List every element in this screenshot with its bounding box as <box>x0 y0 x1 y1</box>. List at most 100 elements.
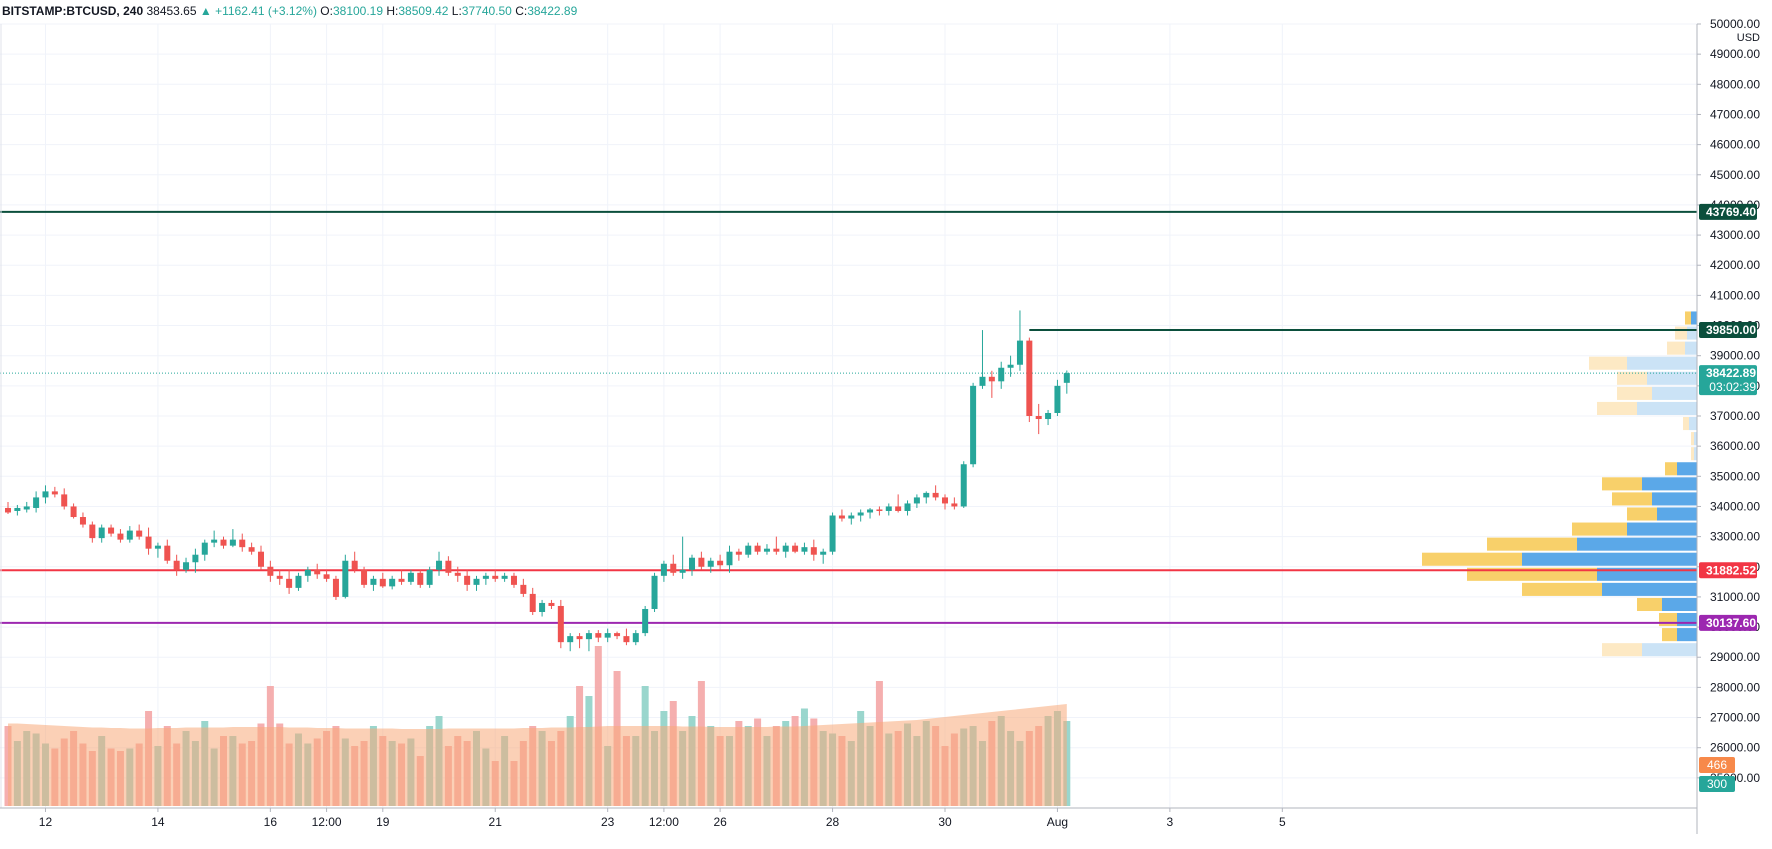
candle-body <box>70 506 77 518</box>
time-tick-label: 14 <box>151 815 165 829</box>
volume-profile-bar-down <box>1522 552 1697 566</box>
candle-body <box>89 524 96 539</box>
candle-body <box>632 633 639 643</box>
candle-body <box>614 633 621 637</box>
candle-body <box>932 492 939 498</box>
price-tick-label: 43000.00 <box>1710 228 1760 242</box>
volume-profile-bar-down <box>1627 522 1697 536</box>
candle-body <box>557 605 564 643</box>
candle-body <box>154 545 161 549</box>
candle-body <box>192 554 199 563</box>
time-tick-label: 19 <box>376 815 390 829</box>
high-label: H: <box>386 4 399 18</box>
candle-body <box>1035 416 1042 420</box>
candle-body <box>848 515 855 519</box>
candle-body <box>117 533 124 540</box>
price-tick-label: 27000.00 <box>1710 711 1760 725</box>
candle-body <box>698 557 705 567</box>
candle-body <box>267 566 274 576</box>
candle-body <box>679 569 686 573</box>
candle-body <box>211 539 218 543</box>
volume-profile-bar-down <box>1657 507 1697 521</box>
candle-body <box>867 509 874 513</box>
candle-body <box>895 506 902 511</box>
candle-body <box>988 376 995 382</box>
time-tick-label: 21 <box>489 815 503 829</box>
candle-body <box>426 569 433 585</box>
candle-body <box>61 494 68 507</box>
volume-profile-bar-up <box>1685 311 1691 325</box>
volume-profile <box>1422 311 1697 657</box>
time-tick-label: Aug <box>1047 815 1068 829</box>
candle-body <box>689 557 696 570</box>
candle-body <box>529 593 536 612</box>
price-tick-label: 39000.00 <box>1710 349 1760 363</box>
volume-profile-bar-down <box>1691 311 1697 325</box>
volume-profile-bar-up <box>1589 356 1627 370</box>
volume-profile-bar-up <box>1572 522 1627 536</box>
candle-body <box>717 560 724 566</box>
volume-profile-bar-up <box>1662 628 1677 642</box>
volume-label: 300 <box>1707 777 1727 791</box>
candle-body <box>98 527 105 539</box>
volume-profile-bar-down <box>1602 582 1697 596</box>
candle-body <box>913 497 920 504</box>
volume-bar <box>594 646 602 806</box>
hline-label-resistance-39850: 39850.00 <box>1706 323 1756 337</box>
symbol-title[interactable]: BITSTAMP:BTCUSD, 240 <box>2 4 144 18</box>
candle-body <box>585 633 592 640</box>
candle-body <box>164 545 171 561</box>
volume-profile-bar-down <box>1677 613 1697 627</box>
price-tick-label: 46000.00 <box>1710 138 1760 152</box>
volume-profile-bar-down <box>1627 356 1697 370</box>
time-tick-label: 5 <box>1279 815 1286 829</box>
hline-label-resistance-43769: 43769.40 <box>1706 205 1756 219</box>
candle-body <box>23 506 30 510</box>
candle-body <box>707 560 714 567</box>
open-label: O: <box>320 4 333 18</box>
candle-body <box>604 633 611 638</box>
candle-body <box>14 507 21 511</box>
candle-body <box>126 530 133 540</box>
candle-body <box>670 563 677 573</box>
candle-body <box>482 575 489 579</box>
candles <box>5 310 1070 652</box>
volume-profile-bar-up <box>1637 597 1662 611</box>
volume-ma-area <box>8 704 1067 806</box>
horizontal-lines <box>0 210 1697 624</box>
volume-profile-bar-down <box>1577 537 1697 551</box>
candle-body <box>295 575 302 588</box>
hline-label-support-30137-badge <box>1699 614 1757 631</box>
candle-body <box>361 569 368 585</box>
candle-body <box>567 636 574 643</box>
volume-profile-bar-up <box>1522 582 1602 596</box>
candle-body <box>42 491 49 498</box>
candle-body <box>332 578 339 597</box>
candle-body <box>970 385 977 465</box>
candle-body <box>183 562 190 570</box>
candle-body <box>754 545 761 552</box>
time-axis[interactable]: 12 14 16 12:00 19 21 23 12:00 26 28 30 Aug 3 5 <box>39 808 1286 829</box>
candle-body <box>838 515 845 519</box>
bar-countdown: 03:02:39 <box>1709 380 1756 394</box>
candle-body <box>370 578 377 585</box>
time-tick-label: 26 <box>713 815 727 829</box>
volume-profile-bar-down <box>1642 643 1697 657</box>
price-labels: 43769.40 39850.00 31882.52 30137.60 38422.89… <box>1699 203 1757 792</box>
volume-profile-bar-down <box>1685 341 1697 355</box>
price-change: ▲ +1162.41 (+3.12%) <box>199 4 317 18</box>
candle-body <box>314 569 321 575</box>
high-value: 38509.42 <box>398 4 449 18</box>
volume-ma-label-badge <box>1699 757 1735 773</box>
time-tick-label: 28 <box>826 815 840 829</box>
candle-body <box>595 633 602 638</box>
hline-label-resistance-43769-badge <box>1699 203 1757 220</box>
volume-profile-bar-up <box>1612 492 1652 506</box>
grid-layer <box>0 23 1697 808</box>
candle-body <box>248 547 255 552</box>
candle-body <box>942 497 948 504</box>
close-label: C: <box>515 4 528 18</box>
candle-body <box>923 492 930 498</box>
